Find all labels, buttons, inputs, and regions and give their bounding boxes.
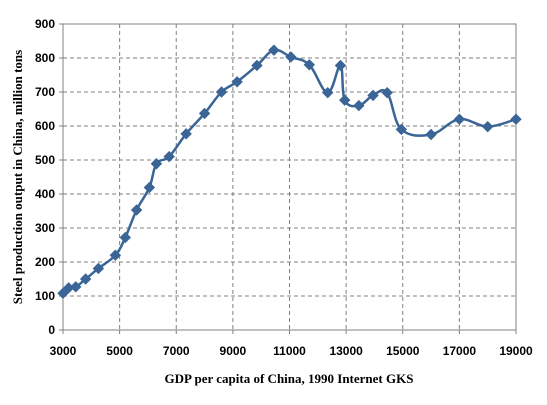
data-point-marker bbox=[251, 59, 263, 72]
y-tick-labels: 0 100 200 300 400 500 600 700 800 900 bbox=[35, 17, 55, 337]
y-tick-label: 600 bbox=[35, 119, 55, 133]
x-tick-label: 19000 bbox=[499, 344, 533, 358]
x-tick-label: 11000 bbox=[273, 344, 306, 358]
data-point-marker bbox=[215, 86, 228, 98]
data-point-marker bbox=[395, 123, 408, 136]
data-point-marker bbox=[231, 76, 243, 88]
data-point-marker bbox=[381, 86, 393, 99]
y-tick-label: 0 bbox=[48, 323, 55, 337]
data-point-marker bbox=[339, 94, 351, 106]
data-point-marker bbox=[334, 59, 347, 72]
data-point-marker bbox=[109, 249, 122, 261]
x-tick-label: 7000 bbox=[163, 344, 190, 358]
data-point-marker bbox=[70, 281, 82, 293]
x-tick-label: 13000 bbox=[329, 344, 363, 358]
y-tick-label: 800 bbox=[35, 51, 55, 65]
data-point-marker bbox=[425, 128, 437, 141]
x-tick-label: 3000 bbox=[50, 344, 77, 358]
data-point-marker bbox=[198, 107, 211, 120]
y-tick-label: 700 bbox=[35, 85, 55, 99]
series-markers bbox=[57, 44, 522, 299]
data-point-marker bbox=[92, 262, 105, 275]
data-point-marker bbox=[79, 273, 92, 285]
data-point-marker bbox=[57, 287, 69, 299]
x-axis-title: GDP per capita of China, 1990 Internet G… bbox=[165, 371, 414, 386]
y-axis-title: Steel production output in China, millio… bbox=[10, 50, 25, 304]
data-point-marker bbox=[303, 59, 316, 71]
y-tick-label: 300 bbox=[35, 221, 55, 235]
y-tick-label: 400 bbox=[35, 187, 55, 201]
data-point-marker bbox=[143, 181, 156, 194]
data-point-marker bbox=[268, 44, 280, 56]
x-tick-label: 5000 bbox=[106, 344, 133, 358]
data-point-marker bbox=[285, 51, 297, 63]
x-tick-label: 15000 bbox=[386, 344, 420, 358]
data-point-marker bbox=[453, 113, 466, 125]
data-point-marker bbox=[481, 120, 494, 133]
y-tick-label: 900 bbox=[35, 17, 55, 31]
x-tick-label: 9000 bbox=[220, 344, 247, 358]
y-tick-label: 100 bbox=[35, 289, 55, 303]
data-point-marker bbox=[119, 231, 131, 244]
data-point-marker bbox=[180, 128, 192, 140]
y-tick-label: 500 bbox=[35, 153, 55, 167]
data-point-marker bbox=[367, 89, 379, 102]
data-point-marker bbox=[322, 86, 334, 99]
x-tick-label: 17000 bbox=[443, 344, 477, 358]
data-point-marker bbox=[163, 150, 175, 163]
data-point-marker bbox=[150, 158, 163, 170]
x-tick-labels: 3000 5000 7000 9000 11000 13000 15000 17000 1900… bbox=[50, 344, 533, 358]
data-point-marker bbox=[510, 113, 522, 125]
data-point-marker bbox=[353, 99, 365, 112]
y-tick-label: 200 bbox=[35, 255, 55, 269]
data-point-marker bbox=[130, 204, 143, 216]
